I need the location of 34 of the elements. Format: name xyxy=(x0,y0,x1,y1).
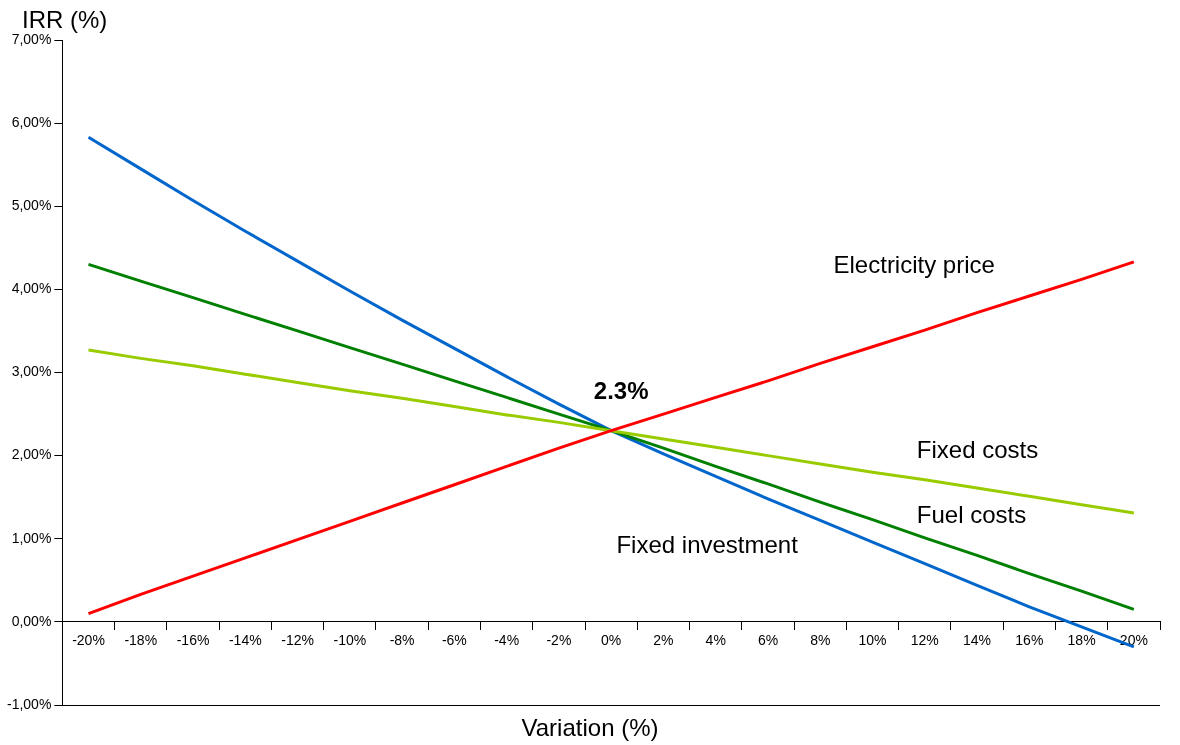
x-tick-label: -16% xyxy=(176,632,210,649)
x-axis-title: Variation (%) xyxy=(520,714,660,742)
y-tick-label: 1,00% xyxy=(11,529,52,546)
x-tick-label: -4% xyxy=(494,632,520,649)
y-tick-label: -1,00% xyxy=(7,695,52,712)
series-label: Electricity price xyxy=(833,251,995,279)
x-tick-label: -12% xyxy=(281,632,314,649)
x-tick-label: -18% xyxy=(124,632,158,649)
x-tick-label: -20% xyxy=(72,632,105,649)
x-tick-label: 10% xyxy=(858,632,887,649)
x-tick-label: -10% xyxy=(333,632,367,649)
series-label: Fuel costs xyxy=(916,500,1027,528)
series-label: Fixed investment xyxy=(616,530,799,558)
x-tick-label: 8% xyxy=(810,632,831,649)
y-tick-label: 5,00% xyxy=(11,197,52,214)
y-tick-label: 3,00% xyxy=(11,363,52,380)
x-tick-label: 6% xyxy=(757,632,779,649)
x-tick-label: -8% xyxy=(389,632,415,649)
x-tick-label: -6% xyxy=(441,632,467,649)
x-tick-label: 16% xyxy=(1015,632,1044,649)
y-tick-label: 4,00% xyxy=(11,280,52,297)
y-tick-label: 0,00% xyxy=(11,612,52,629)
x-tick-label: 14% xyxy=(963,632,992,649)
x-tick-label: 0% xyxy=(601,632,622,649)
x-tick-label: 18% xyxy=(1067,632,1096,649)
y-tick-label: 2,00% xyxy=(11,446,52,463)
x-tick-label: 2% xyxy=(653,632,674,649)
annotation: 2.3% xyxy=(593,377,649,405)
x-tick-label: -14% xyxy=(228,632,262,649)
x-tick-label: 12% xyxy=(910,632,939,649)
series-label: Fixed costs xyxy=(916,436,1039,464)
x-tick-label: -2% xyxy=(546,632,572,649)
y-tick-label: 6,00% xyxy=(11,113,52,130)
x-tick-label: 4% xyxy=(705,632,726,649)
